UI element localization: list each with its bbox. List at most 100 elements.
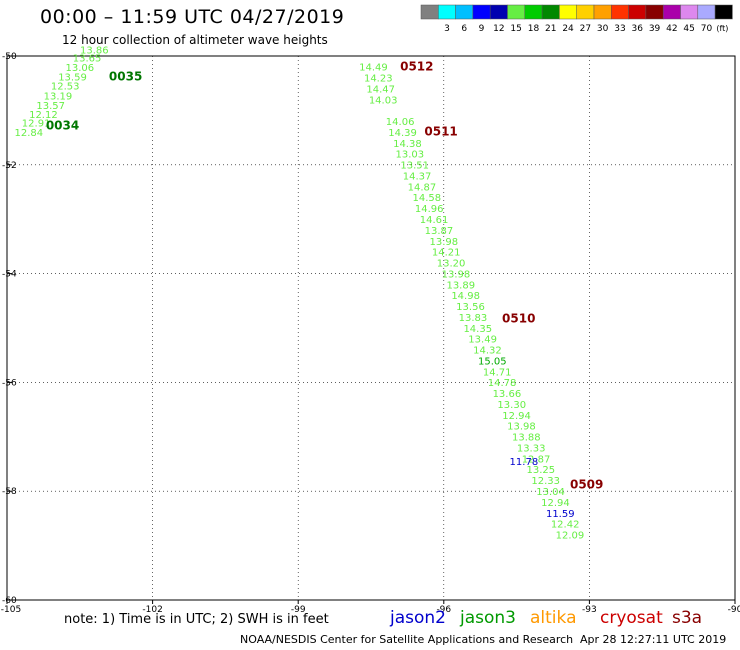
legend-bin-label: 33 bbox=[614, 24, 625, 34]
legend-swatch bbox=[697, 4, 716, 20]
sat-jason2: jason2 bbox=[390, 608, 446, 628]
legend-bin-label: 12 bbox=[493, 24, 504, 34]
legend-swatch bbox=[559, 4, 577, 20]
legend-bin-label: 21 bbox=[545, 24, 556, 34]
data-label: 13.66 bbox=[493, 389, 522, 400]
data-label: 13.59 bbox=[58, 72, 87, 83]
legend-swatch bbox=[628, 4, 647, 20]
data-label: 12.09 bbox=[556, 531, 585, 542]
data-label: 13.19 bbox=[44, 92, 73, 103]
chart-subtitle: 12 hour collection of altimeter wave hei… bbox=[62, 33, 328, 47]
sat-s3a: s3a bbox=[672, 608, 703, 628]
sat-altika: altika bbox=[530, 608, 577, 628]
y-tick-label: -56 bbox=[2, 378, 17, 388]
data-label: 13.51 bbox=[400, 161, 429, 172]
data-label: 13.33 bbox=[517, 443, 546, 454]
x-tick-label: -96 bbox=[436, 605, 451, 615]
legend-bin-label: 30 bbox=[597, 24, 609, 34]
data-label: 14.21 bbox=[432, 248, 461, 259]
timestamp: Apr 28 12:27:11 UTC 2019 bbox=[580, 633, 727, 646]
legend-bin-label: 18 bbox=[528, 24, 540, 34]
data-label: 13.98 bbox=[507, 422, 536, 433]
legend-bin-label: 45 bbox=[683, 24, 694, 34]
data-label: 14.71 bbox=[483, 367, 512, 378]
data-label: 15.05 bbox=[478, 356, 507, 367]
data-label: 14.32 bbox=[473, 346, 502, 357]
data-label: 12.42 bbox=[551, 520, 580, 531]
time-label: 0509 bbox=[570, 477, 603, 491]
data-label: 12.53 bbox=[51, 82, 80, 93]
time-label: 0511 bbox=[424, 124, 457, 138]
data-label: 12.94 bbox=[502, 411, 531, 422]
data-label: 14.47 bbox=[366, 84, 395, 95]
x-tick-label: -90 bbox=[728, 605, 740, 615]
legend-swatch bbox=[472, 4, 491, 20]
y-tick-label: -50 bbox=[2, 52, 17, 62]
chart-title: 00:00 – 11:59 UTC 04/27/2019 bbox=[40, 6, 345, 28]
data-label: 14.37 bbox=[403, 171, 432, 182]
data-label: 13.98 bbox=[442, 269, 471, 280]
data-label: 12.12 bbox=[29, 110, 58, 121]
data-label: 13.49 bbox=[468, 335, 497, 346]
time-label: 0510 bbox=[502, 312, 535, 326]
data-label: 13.89 bbox=[446, 280, 475, 291]
data-label: 14.87 bbox=[408, 182, 437, 193]
legend-bin-label: 24 bbox=[562, 24, 574, 34]
legend-swatch bbox=[680, 4, 699, 20]
y-tick-label: -60 bbox=[2, 596, 17, 606]
legend-bin-label: 42 bbox=[666, 24, 677, 34]
legend-unit: (ft) bbox=[716, 24, 728, 33]
legend-swatch bbox=[524, 4, 543, 20]
legend-bin-label: 39 bbox=[649, 24, 661, 34]
legend-swatch bbox=[714, 4, 733, 20]
legend-swatch bbox=[593, 4, 612, 20]
y-tick-label: -52 bbox=[2, 161, 17, 171]
data-label: 14.96 bbox=[415, 204, 444, 215]
credit-text: NOAA/NESDIS Center for Satellite Applica… bbox=[240, 633, 574, 646]
legend-swatch bbox=[611, 4, 629, 20]
data-label: 13.88 bbox=[512, 433, 541, 444]
legend-swatch bbox=[455, 4, 474, 20]
legend-bin-label: 3 bbox=[444, 24, 450, 34]
legend-swatch bbox=[576, 4, 595, 20]
data-label: 14.49 bbox=[359, 63, 388, 74]
data-label: 14.23 bbox=[364, 74, 393, 85]
data-label: 14.06 bbox=[386, 117, 415, 128]
data-label: 12.33 bbox=[531, 476, 560, 487]
data-label: 12.91 bbox=[22, 119, 51, 130]
data-label: 13.98 bbox=[429, 237, 458, 248]
legend-bin-label: 15 bbox=[510, 24, 521, 34]
legend-bin-label: 9 bbox=[479, 24, 485, 34]
data-label: 12.94 bbox=[541, 498, 570, 509]
legend-swatch bbox=[507, 4, 526, 20]
legend-swatch bbox=[645, 4, 664, 20]
data-label: 12.87 bbox=[522, 454, 551, 465]
time-label: 0035 bbox=[109, 69, 142, 83]
data-label: 11.78 bbox=[510, 457, 539, 468]
data-label: 14.39 bbox=[388, 128, 417, 139]
data-label: 13.25 bbox=[527, 465, 556, 476]
plot-frame bbox=[6, 55, 736, 601]
data-label: 14.03 bbox=[369, 95, 398, 106]
time-label: 0034 bbox=[46, 118, 79, 132]
legend-swatch bbox=[541, 4, 560, 20]
data-label: 13.83 bbox=[459, 313, 488, 324]
data-label: 14.35 bbox=[463, 324, 492, 335]
data-label: 14.78 bbox=[488, 378, 517, 389]
legend-swatch bbox=[489, 4, 508, 20]
legend-bin-label: 6 bbox=[461, 24, 467, 34]
legend-swatch bbox=[438, 4, 456, 20]
data-label: 13.04 bbox=[536, 487, 565, 498]
y-tick-label: -58 bbox=[2, 487, 17, 497]
legend-swatch bbox=[662, 4, 681, 20]
footer-note: note: 1) Time is in UTC; 2) SWH is in fe… bbox=[64, 612, 329, 627]
data-label: 13.87 bbox=[425, 226, 454, 237]
x-tick-label: -93 bbox=[582, 605, 597, 615]
sat-cryosat: cryosat bbox=[600, 608, 663, 628]
data-label: 13.20 bbox=[437, 259, 466, 270]
time-label: 0512 bbox=[400, 60, 433, 74]
data-label: 13.86 bbox=[80, 45, 109, 56]
data-label: 11.59 bbox=[546, 509, 575, 520]
legend-bin-label: 36 bbox=[632, 24, 644, 34]
data-label: 14.61 bbox=[420, 215, 449, 226]
